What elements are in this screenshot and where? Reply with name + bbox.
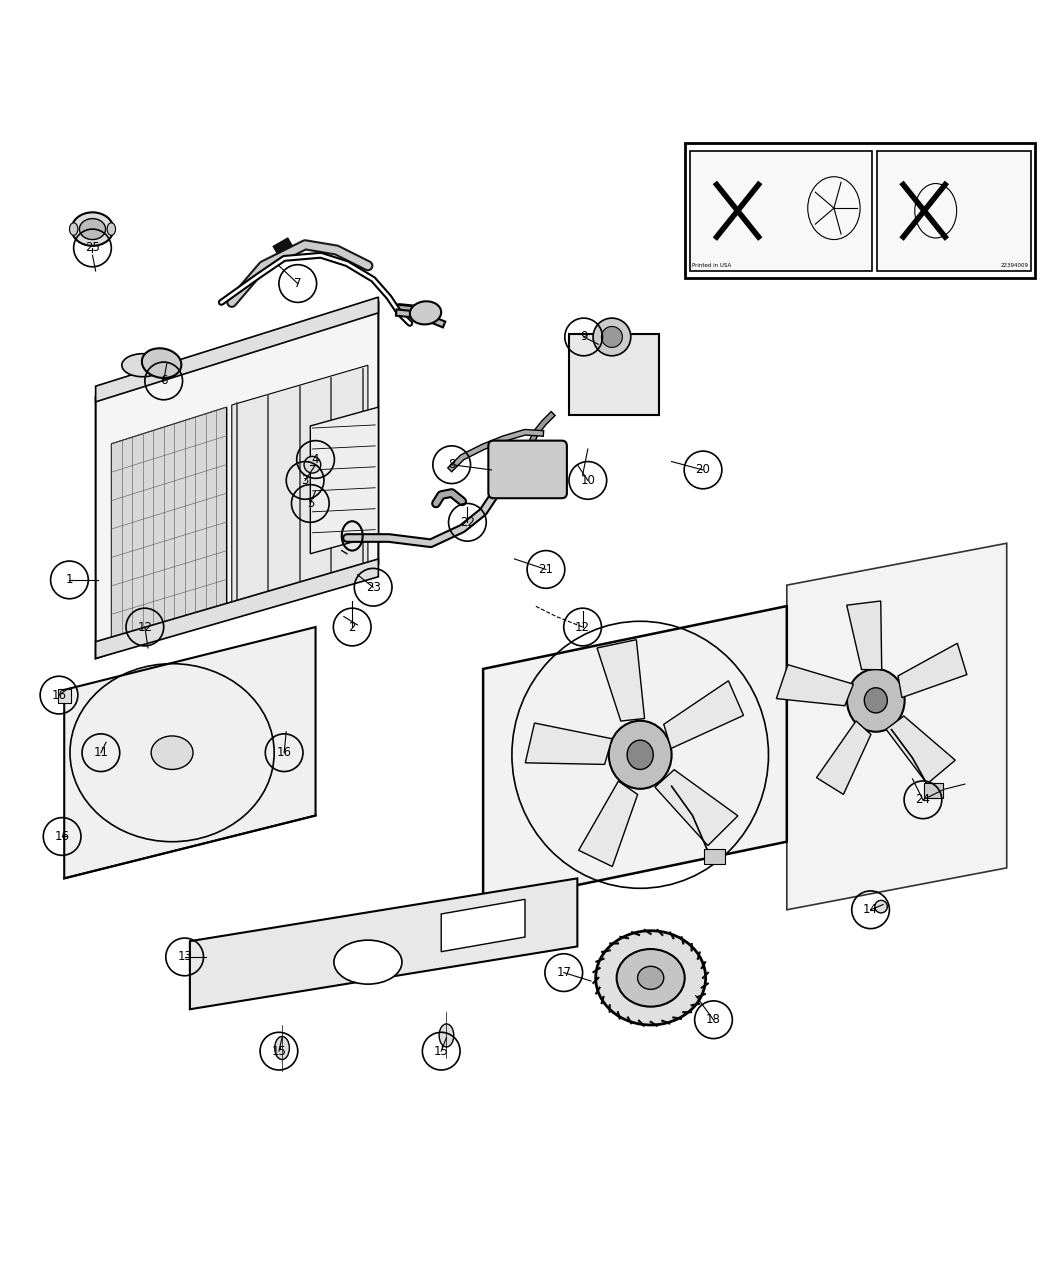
FancyBboxPatch shape: [58, 688, 70, 704]
Text: 23: 23: [365, 580, 380, 594]
FancyBboxPatch shape: [705, 849, 724, 863]
Ellipse shape: [107, 223, 116, 236]
Ellipse shape: [616, 949, 685, 1007]
Polygon shape: [886, 717, 956, 784]
Text: 11: 11: [93, 746, 108, 759]
Polygon shape: [96, 302, 378, 658]
Polygon shape: [96, 558, 378, 658]
Polygon shape: [846, 601, 882, 669]
Text: 8: 8: [448, 458, 456, 472]
Text: 16: 16: [51, 688, 66, 701]
Polygon shape: [655, 770, 738, 845]
Polygon shape: [898, 644, 967, 697]
Text: 25: 25: [85, 241, 100, 255]
Ellipse shape: [637, 966, 664, 989]
FancyBboxPatch shape: [569, 334, 659, 416]
Polygon shape: [111, 407, 227, 643]
Polygon shape: [579, 782, 637, 867]
FancyBboxPatch shape: [877, 150, 1031, 272]
Polygon shape: [232, 365, 368, 606]
Text: 16: 16: [276, 746, 292, 759]
FancyBboxPatch shape: [691, 150, 873, 272]
Polygon shape: [311, 407, 378, 553]
Ellipse shape: [847, 669, 905, 732]
Text: 21: 21: [539, 564, 553, 576]
Circle shape: [602, 326, 623, 347]
Polygon shape: [776, 664, 854, 706]
Polygon shape: [786, 543, 1007, 910]
Text: 15: 15: [434, 1044, 448, 1058]
Polygon shape: [664, 681, 743, 748]
Text: 22394009: 22394009: [1001, 263, 1029, 268]
Ellipse shape: [122, 353, 164, 376]
Text: 18: 18: [706, 1014, 721, 1026]
Polygon shape: [96, 297, 378, 402]
Ellipse shape: [275, 1037, 290, 1060]
Polygon shape: [64, 627, 316, 878]
Text: 17: 17: [556, 966, 571, 979]
Text: 12: 12: [138, 621, 152, 634]
FancyBboxPatch shape: [924, 783, 943, 798]
Text: 13: 13: [177, 950, 192, 964]
FancyBboxPatch shape: [488, 441, 567, 499]
Ellipse shape: [627, 740, 653, 769]
Ellipse shape: [595, 931, 706, 1025]
Ellipse shape: [142, 348, 182, 377]
Polygon shape: [525, 723, 612, 765]
Text: 3: 3: [301, 474, 309, 487]
Ellipse shape: [69, 223, 78, 236]
Polygon shape: [441, 899, 525, 951]
Text: 20: 20: [695, 463, 711, 477]
Text: 4: 4: [312, 453, 319, 465]
Text: 7: 7: [294, 277, 301, 289]
Circle shape: [304, 456, 321, 473]
Ellipse shape: [864, 687, 887, 713]
Circle shape: [875, 900, 887, 913]
FancyBboxPatch shape: [686, 143, 1035, 278]
Text: 9: 9: [580, 330, 587, 343]
Ellipse shape: [80, 218, 106, 240]
Text: 10: 10: [581, 474, 595, 487]
Text: 6: 6: [160, 375, 167, 388]
Circle shape: [593, 317, 631, 356]
Polygon shape: [190, 878, 578, 1010]
Ellipse shape: [71, 213, 113, 246]
Ellipse shape: [439, 1024, 454, 1047]
Text: 24: 24: [916, 793, 930, 806]
Text: 2: 2: [349, 621, 356, 634]
Text: Printed in USA: Printed in USA: [692, 263, 731, 268]
Ellipse shape: [410, 301, 441, 324]
Text: 22: 22: [460, 516, 475, 529]
Text: 1: 1: [66, 574, 74, 586]
Polygon shape: [817, 720, 870, 794]
Text: 15: 15: [272, 1044, 287, 1058]
Polygon shape: [483, 606, 786, 904]
Text: 5: 5: [307, 497, 314, 510]
Ellipse shape: [151, 736, 193, 769]
Text: 12: 12: [575, 621, 590, 634]
Ellipse shape: [609, 720, 672, 789]
Polygon shape: [597, 640, 645, 722]
Text: 14: 14: [863, 903, 878, 917]
Ellipse shape: [334, 940, 402, 984]
Text: 16: 16: [55, 830, 69, 843]
